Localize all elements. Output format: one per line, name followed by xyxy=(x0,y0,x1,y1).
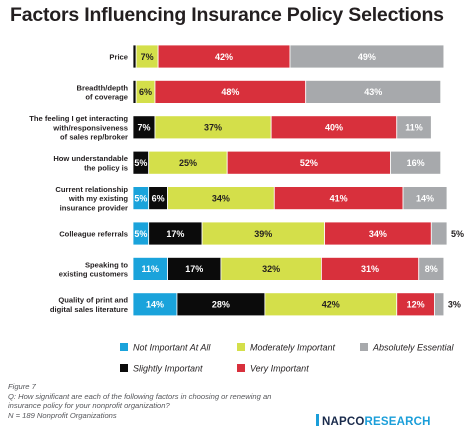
legend-swatch xyxy=(237,343,245,351)
data-label: 43% xyxy=(364,87,382,97)
legend-label: Not Important At All xyxy=(133,343,211,353)
data-label: 7% xyxy=(141,52,154,62)
category-label: Colleague referrals xyxy=(59,230,128,239)
legend-swatch xyxy=(360,343,368,351)
data-label: 48% xyxy=(221,87,239,97)
data-label: 28% xyxy=(212,300,230,310)
data-label: 32% xyxy=(262,264,280,274)
data-label: 40% xyxy=(325,123,343,133)
category-label-line: of sales rep/broker xyxy=(60,133,128,142)
bar-segment xyxy=(132,44,137,69)
logo-text-research: RESEARCH xyxy=(364,416,431,428)
category-label-line: Breadth/depth xyxy=(77,83,129,92)
category-label: Price xyxy=(109,53,128,62)
category-label-line: Speaking to xyxy=(85,260,128,269)
category-label-line: existing customers xyxy=(59,270,128,279)
data-label: 8% xyxy=(425,264,438,274)
data-label: 52% xyxy=(300,158,318,168)
bar-segment xyxy=(289,44,445,69)
data-label: 41% xyxy=(330,193,348,203)
category-label-line: The feeling I get interacting xyxy=(29,114,128,123)
category-label-line: the policy is xyxy=(84,163,128,172)
stacked-bar-chart: Price 7% 42% 49% Breadth/depth of coverage 6% 4… xyxy=(29,44,464,374)
category-label-line: insurance provider xyxy=(60,203,128,212)
data-label: 14% xyxy=(146,300,164,310)
data-label: 3% xyxy=(448,300,461,310)
bar-segment xyxy=(132,80,137,104)
data-label: 11% xyxy=(405,123,423,133)
legend-swatch xyxy=(237,364,245,372)
data-label: 14% xyxy=(416,193,434,203)
data-label: 34% xyxy=(369,229,387,239)
category-label-line: Price xyxy=(109,53,128,62)
legend-label: Very Important xyxy=(250,364,309,374)
bar-segment xyxy=(402,186,448,211)
data-label: 5% xyxy=(134,158,147,168)
data-label: 17% xyxy=(166,229,184,239)
data-label: 25% xyxy=(179,158,197,168)
data-label: 11% xyxy=(142,264,160,274)
category-label: Speaking to existing customers xyxy=(59,260,129,278)
bar-segment xyxy=(434,292,445,317)
data-label: 42% xyxy=(215,52,233,62)
data-label: 6% xyxy=(152,193,165,203)
category-label: Current relationship with my existing insu… xyxy=(55,185,128,212)
category-label-line: of coverage xyxy=(85,93,128,102)
bar-segment xyxy=(390,150,442,175)
category-label-line: with my existing xyxy=(68,194,128,203)
category-label-line: Colleague referrals xyxy=(59,230,128,239)
data-label: 5% xyxy=(451,229,464,239)
data-label: 5% xyxy=(134,229,147,239)
legend-swatch xyxy=(120,343,128,351)
data-label: 5% xyxy=(134,193,147,203)
data-label: 12% xyxy=(407,300,425,310)
data-label: 37% xyxy=(204,123,222,133)
legend-label: Moderately Important xyxy=(250,343,336,353)
category-label: Breadth/depth of coverage xyxy=(77,83,129,101)
legend-swatch xyxy=(120,364,128,372)
legend-label: Slightly Important xyxy=(133,364,203,374)
napco-research-logo: NAPCORESEARCH xyxy=(316,414,431,428)
category-label-line: digital sales literature xyxy=(50,305,128,314)
chart-footnote: Figure 7 Q: How significant are each of … xyxy=(8,382,298,420)
category-label: How understandable the policy is xyxy=(53,154,128,172)
legend-label: Absolutely Essential xyxy=(372,343,455,353)
bar-segment xyxy=(396,115,432,140)
category-label: Quality of print and digital sales litera… xyxy=(50,296,128,314)
survey-question: Q: How significant are each of the follo… xyxy=(8,391,272,411)
chart-title: Factors Influencing Insurance Policy Sel… xyxy=(10,4,444,26)
sample-size: N = 189 Nonprofit Organizations xyxy=(8,410,117,420)
figure-number: Figure 7 xyxy=(8,382,36,391)
bar-segment xyxy=(305,80,442,104)
data-label: 34% xyxy=(212,193,230,203)
data-label: 31% xyxy=(361,264,379,274)
data-label: 49% xyxy=(358,52,376,62)
bar-segment xyxy=(418,256,445,281)
data-label: 16% xyxy=(407,158,425,168)
data-label: 7% xyxy=(137,123,150,133)
data-label: 42% xyxy=(322,300,340,310)
category-label-line: Current relationship xyxy=(55,185,128,194)
data-label: 6% xyxy=(139,87,152,97)
category-label-line: How understandable xyxy=(53,154,128,163)
bar-segment xyxy=(430,221,448,246)
category-label: The feeling I get interacting with/respon… xyxy=(29,114,128,141)
data-label: 17% xyxy=(185,264,203,274)
logo-text-napco: NAPCO xyxy=(322,416,365,428)
category-label-line: Quality of print and xyxy=(58,296,128,305)
category-label-line: with/responsiveness xyxy=(52,123,128,132)
logo-mark-icon xyxy=(316,414,319,426)
data-label: 39% xyxy=(254,229,272,239)
